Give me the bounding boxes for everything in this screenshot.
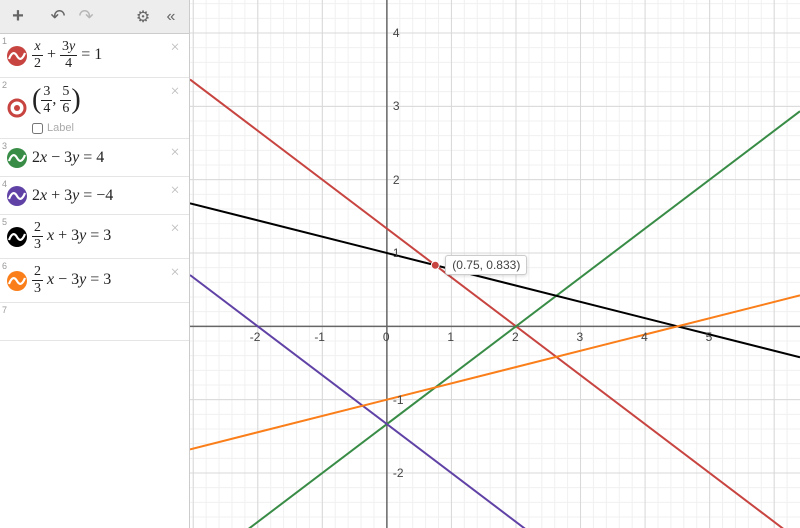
y-tick-label: -2 [393, 466, 404, 480]
x-tick-label: 0 [383, 330, 390, 344]
sidebar: + ↶ ↷ ⚙ « 1×x2 + 3y4 = 12×(34, 56)Label3… [0, 0, 190, 528]
expression-index: 2 [2, 80, 7, 90]
expression-row[interactable]: 5×23 x + 3y = 3 [0, 215, 189, 259]
delete-button[interactable]: × [167, 40, 183, 56]
label-toggle[interactable]: Label [32, 122, 74, 134]
wave-icon[interactable] [6, 45, 28, 67]
graph-area[interactable]: -2 -1 0 1 2 3 4 5 -2 -1 1 2 3 4 (0.75, 0.833) [190, 0, 800, 528]
delete-button[interactable]: × [167, 145, 183, 161]
delete-button[interactable]: × [167, 221, 183, 237]
y-tick-label: 1 [393, 246, 400, 260]
y-tick-label: 3 [393, 99, 400, 113]
expression-list: 1×x2 + 3y4 = 12×(34, 56)Label3×2x − 3y =… [0, 34, 189, 528]
point-coord-label: (0.75, 0.833) [445, 255, 527, 275]
x-tick-label: 4 [641, 330, 648, 344]
undo-button[interactable]: ↶ [44, 3, 72, 31]
delete-button[interactable]: × [167, 265, 183, 281]
expression-latex[interactable]: (34, 56) [32, 84, 81, 116]
collapse-button[interactable]: « [157, 3, 185, 31]
settings-button[interactable]: ⚙ [129, 3, 157, 31]
wave-icon[interactable] [6, 270, 28, 292]
add-button[interactable]: + [4, 3, 32, 31]
delete-button[interactable]: × [167, 183, 183, 199]
label-text: Label [47, 122, 74, 134]
expression-row[interactable]: 2 × (34, 56) Label [0, 78, 189, 139]
expression-latex[interactable]: 2x + 3y = −4 [32, 187, 113, 205]
expression-row[interactable]: 7 [0, 303, 189, 341]
y-tick-label: 2 [393, 173, 400, 187]
x-tick-label: 5 [706, 330, 713, 344]
expression-row[interactable]: 1×x2 + 3y4 = 1 [0, 34, 189, 78]
x-tick-label: 1 [447, 330, 454, 344]
expression-latex[interactable]: 2x − 3y = 4 [32, 149, 104, 167]
y-tick-label: 4 [393, 26, 400, 40]
expression-row[interactable]: 4×2x + 3y = −4 [0, 177, 189, 215]
x-tick-label: 2 [512, 330, 519, 344]
redo-button[interactable]: ↷ [72, 3, 100, 31]
point-icon[interactable] [6, 97, 28, 119]
expression-latex[interactable]: 23 x + 3y = 3 [32, 221, 111, 252]
wave-icon[interactable] [6, 226, 28, 248]
x-tick-label: -2 [250, 330, 261, 344]
y-tick-label: -1 [393, 393, 404, 407]
label-checkbox[interactable] [32, 123, 43, 134]
delete-button[interactable]: × [167, 84, 183, 100]
toolbar: + ↶ ↷ ⚙ « [0, 0, 189, 34]
expression-latex[interactable]: x2 + 3y4 = 1 [32, 40, 102, 71]
wave-icon[interactable] [6, 147, 28, 169]
expression-row[interactable]: 3×2x − 3y = 4 [0, 139, 189, 177]
x-tick-label: -1 [314, 330, 325, 344]
wave-icon[interactable] [6, 185, 28, 207]
expression-latex[interactable]: 23 x − 3y = 3 [32, 265, 111, 296]
expression-index: 7 [2, 305, 7, 315]
x-tick-label: 3 [577, 330, 584, 344]
app-root: + ↶ ↷ ⚙ « 1 × x2 + 3y4 = 1 2 × (34, 56) Label 3… [0, 0, 800, 528]
expression-row[interactable]: 6×23 x − 3y = 3 [0, 259, 189, 303]
